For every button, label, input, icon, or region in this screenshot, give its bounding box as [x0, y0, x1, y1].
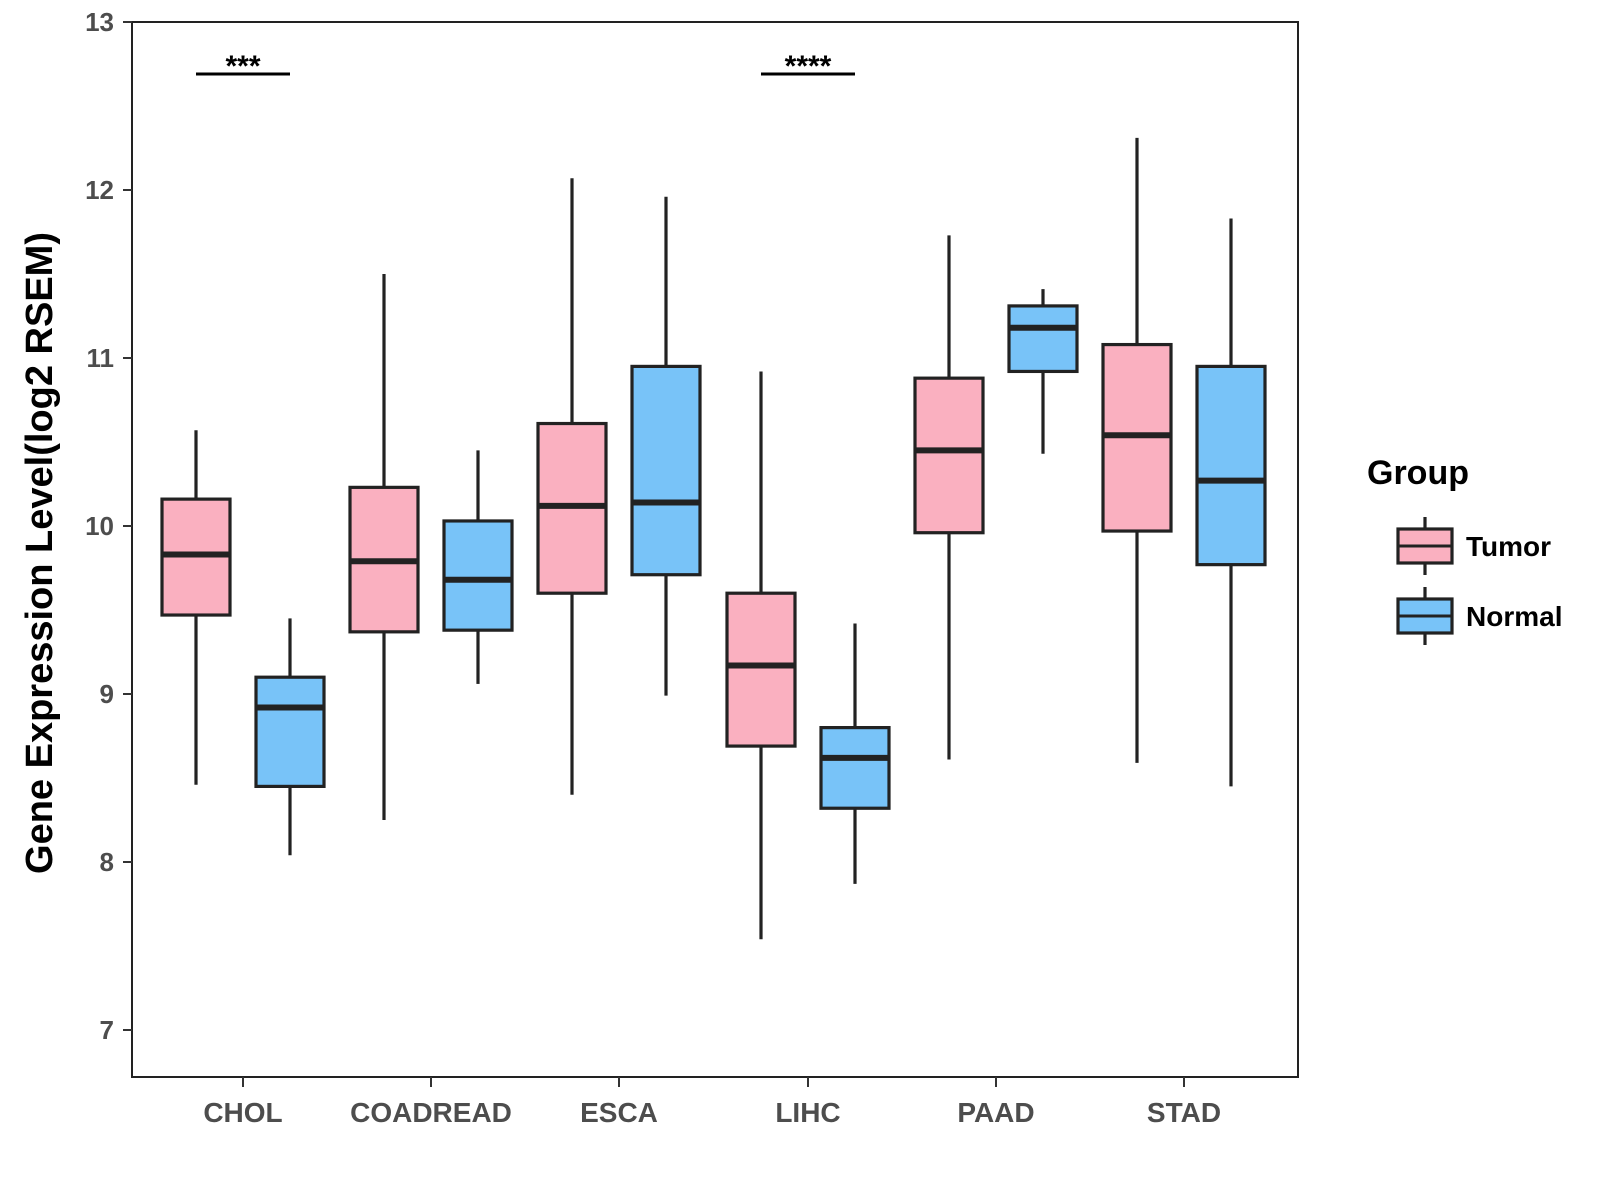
box-body-normal-chol — [254, 675, 326, 789]
axis-layer: 7 8 9 10 11 12 13 CHOL COADREAD ESCA LIHC PAAD STAD — [85, 7, 1221, 1128]
box-tumor-esca — [536, 178, 608, 795]
box-normal-paad — [1007, 289, 1079, 454]
x-tick-label-coadread: COADREAD — [350, 1097, 512, 1128]
box-normal-coadread — [442, 450, 514, 684]
box-body-normal-paad — [1007, 304, 1079, 374]
box-body-normal-stad — [1195, 364, 1267, 567]
y-tick-label-10: 10 — [85, 511, 114, 541]
y-tick-label-7: 7 — [100, 1015, 114, 1045]
legend: Group Tumor Normal — [1367, 454, 1562, 645]
significance-label-chol: *** — [225, 50, 260, 83]
y-tick-label-9: 9 — [100, 679, 114, 709]
box-normal-chol — [254, 618, 326, 856]
legend-key-normal — [1396, 587, 1454, 645]
y-tick-label-12: 12 — [85, 175, 114, 205]
box-tumor-chol — [160, 430, 232, 785]
x-tick-label-stad: STAD — [1147, 1097, 1221, 1128]
x-tick-label-paad: PAAD — [957, 1097, 1034, 1128]
y-axis-title: Gene Expression Level(log2 RSEM) — [19, 232, 61, 874]
box-tumor-coadread — [348, 274, 420, 820]
box-tumor-stad — [1101, 137, 1173, 763]
x-tick-label-chol: CHOL — [203, 1097, 282, 1128]
significance-layer: *** **** — [196, 50, 855, 83]
box-normal-esca — [630, 196, 702, 696]
x-tick-label-lihc: LIHC — [775, 1097, 840, 1128]
y-tick-label-8: 8 — [100, 847, 114, 877]
legend-key-tumor — [1396, 517, 1454, 575]
legend-label-tumor: Tumor — [1466, 531, 1551, 562]
legend-title: Group — [1367, 454, 1469, 492]
box-body-tumor-lihc — [725, 591, 797, 748]
box-body-normal-esca — [630, 364, 702, 577]
y-tick-label-13: 13 — [85, 7, 114, 37]
y-tick-label-11: 11 — [87, 343, 115, 373]
box-tumor-paad — [913, 235, 985, 760]
plot-panel-border — [131, 21, 1299, 1078]
box-body-normal-coadread — [442, 519, 514, 632]
box-normal-stad — [1195, 218, 1267, 787]
box-normal-lihc — [819, 623, 891, 884]
legend-label-normal: Normal — [1466, 601, 1562, 632]
x-tick-label-esca: ESCA — [580, 1097, 658, 1128]
box-body-tumor-paad — [913, 376, 985, 535]
significance-label-lihc: **** — [785, 50, 832, 83]
box-body-normal-lihc — [819, 725, 891, 810]
box-tumor-lihc — [725, 371, 797, 940]
plot-panel — [131, 21, 1299, 1078]
box-layer — [160, 137, 1267, 940]
